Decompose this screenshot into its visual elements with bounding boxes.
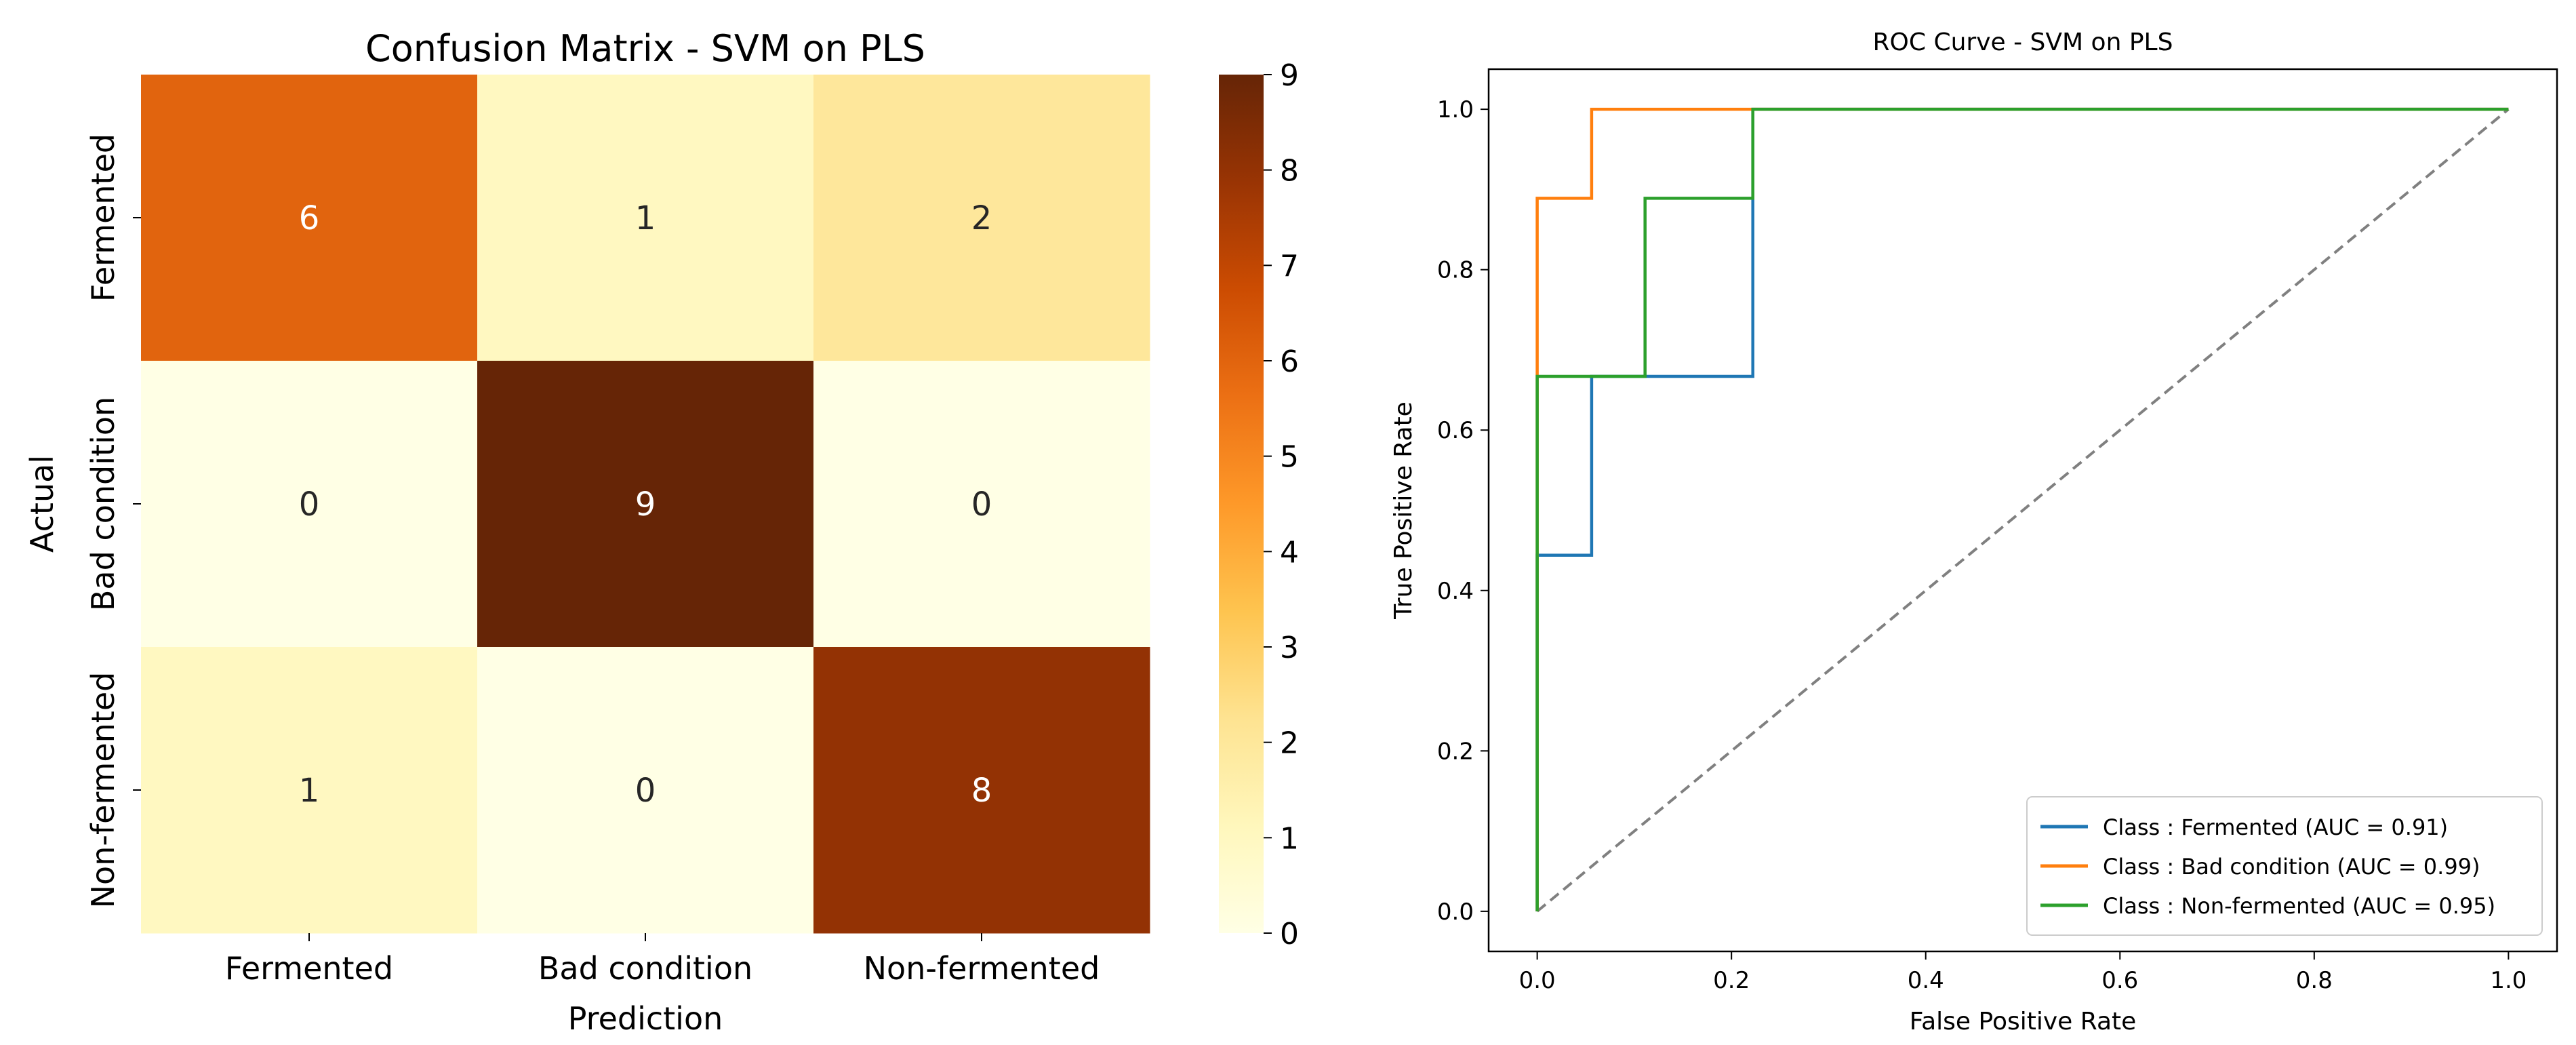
x-tick-label: 0.4: [1908, 967, 1944, 994]
heatmap-cell: [813, 647, 1150, 934]
y-tick-label: 0.8: [1437, 257, 1474, 284]
y-tick-label: 0.4: [1437, 578, 1474, 605]
heatmap-cell: [813, 75, 1150, 361]
heatmap-cell: [141, 361, 478, 648]
colorbar-tick-label: 0: [1280, 917, 1299, 951]
cell-value-label: 8: [971, 772, 992, 810]
colorbar-tick-label: 3: [1280, 631, 1299, 665]
colorbar-tick-label: 4: [1280, 535, 1299, 570]
y-tick-label: 1.0: [1437, 96, 1474, 123]
cell-value-label: 0: [635, 772, 656, 810]
cell-value-label: 1: [299, 772, 320, 810]
y-axis-label: Actual: [24, 455, 60, 553]
x-tick-label: 0.0: [1519, 967, 1556, 994]
y-tick-label: 0.0: [1437, 899, 1474, 926]
y-tick-label: Bad condition: [85, 397, 121, 611]
colorbar-tick-label: 1: [1280, 821, 1299, 856]
heatmap-cell: [141, 75, 478, 361]
y-tick-label: 0.6: [1437, 417, 1474, 444]
reference-diagonal-line: [1536, 108, 2510, 913]
x-tick-label: 1.0: [2490, 967, 2527, 994]
heatmap-cell: [141, 647, 478, 934]
legend-box: [2026, 796, 2543, 936]
x-axis-label: False Positive Rate: [1910, 1008, 2137, 1036]
confusion-matrix-panel: Confusion Matrix - SVM on PLS 6 1 2 0 9 0 1 0 8 Fe…: [24, 27, 1299, 1037]
cell-value-label: 2: [971, 199, 992, 237]
legend-label: Class : Non-fermented (AUC = 0.95): [2103, 893, 2495, 919]
x-tick-label: 0.8: [2296, 967, 2333, 994]
colorbar-tick-label: 5: [1280, 440, 1299, 475]
colorbar-tick-label: 9: [1280, 58, 1299, 93]
x-tick-label: Fermented: [225, 950, 393, 987]
x-tick-label: 0.6: [2101, 967, 2138, 994]
y-tick-label: Non-fermented: [85, 672, 121, 909]
legend-label: Class : Bad condition (AUC = 0.99): [2103, 854, 2480, 880]
plot-frame: [1487, 68, 2558, 953]
x-tick-label: 0.2: [1713, 967, 1750, 994]
colorbar-tick-label: 8: [1280, 154, 1299, 189]
heatmap-cell: [477, 647, 814, 934]
y-tick-label: 0.2: [1437, 738, 1474, 765]
cell-value-label: 0: [971, 486, 992, 524]
chart-title: ROC Curve - SVM on PLS: [1873, 28, 2173, 56]
cell-value-label: 6: [299, 199, 320, 237]
x-tick-label: Bad condition: [538, 950, 752, 987]
y-axis-label: True Positive Rate: [1390, 401, 1417, 620]
colorbar-tick-label: 7: [1280, 249, 1299, 283]
x-axis-label: Prediction: [568, 1000, 723, 1037]
roc-curve-panel: ROC Curve - SVM on PLS 0.0 0.2 0.4 0.6 0.8 1.0…: [1390, 28, 2558, 1036]
roc-series-line: [1535, 107, 2509, 911]
colorbar-tick-label: 6: [1280, 344, 1299, 379]
heatmap-cell: [477, 75, 814, 361]
colorbar: [1219, 75, 1264, 933]
chart-title: Confusion Matrix - SVM on PLS: [365, 27, 925, 70]
y-tick-label: Fermented: [85, 134, 121, 302]
colorbar-tick-label: 2: [1280, 726, 1299, 761]
legend-label: Class : Fermented (AUC = 0.91): [2103, 814, 2448, 840]
cell-value-label: 1: [635, 199, 656, 237]
heatmap-cell: [477, 361, 814, 648]
heatmap-cell: [813, 361, 1150, 648]
cell-value-label: 9: [635, 486, 656, 524]
x-tick-label: Non-fermented: [864, 950, 1100, 987]
cell-value-label: 0: [299, 486, 320, 524]
